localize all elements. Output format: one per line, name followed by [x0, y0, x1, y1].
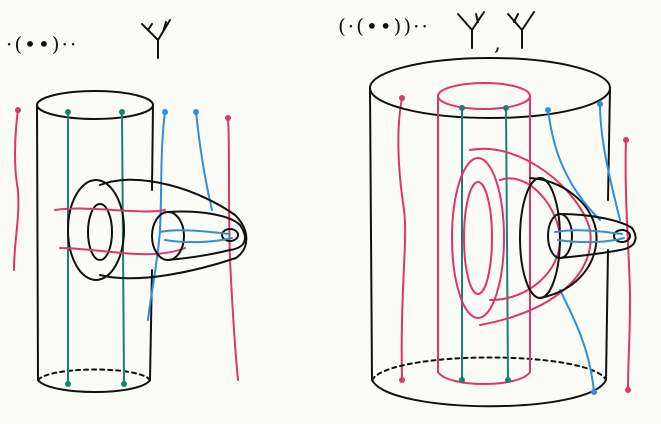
left-tube-top	[36, 90, 154, 120]
right-bracketing-label: (·(••))··	[338, 14, 430, 38]
left-tree-icon	[141, 19, 171, 59]
right-tree-icon-1	[457, 11, 485, 49]
left-figure	[13, 90, 248, 393]
left-bracketing-label: ·(••)··	[6, 32, 79, 56]
right-figure	[369, 57, 637, 408]
left-handle-ring	[67, 179, 125, 281]
right-tree-icon-2	[507, 11, 535, 49]
tree-separator: ,	[494, 31, 501, 56]
